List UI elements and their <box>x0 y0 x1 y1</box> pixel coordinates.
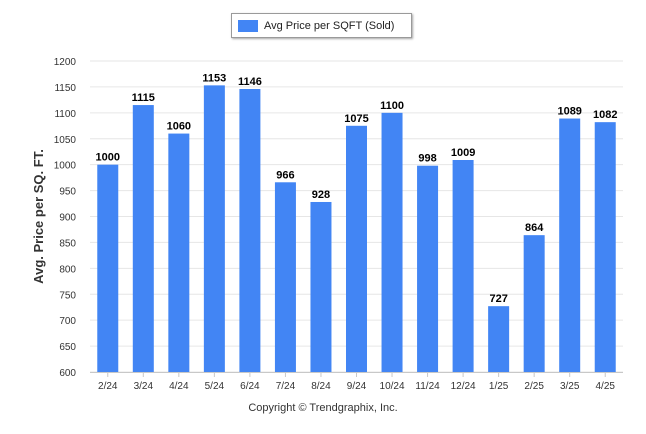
y-tick-label: 1100 <box>54 109 76 120</box>
y-tick-label: 1200 <box>54 57 77 68</box>
x-tick-label: 5/24 <box>205 381 225 392</box>
bar <box>168 133 190 372</box>
data-label: 998 <box>418 153 436 165</box>
legend: Avg Price per SQFT (Sold) <box>231 13 412 38</box>
legend-label: Avg Price per SQFT (Sold) <box>264 19 395 32</box>
x-tick-label: 6/24 <box>240 381 260 392</box>
x-tick-label: 8/24 <box>311 381 331 392</box>
bar <box>310 201 332 372</box>
data-label: 1146 <box>238 76 262 88</box>
legend-swatch <box>238 19 258 32</box>
data-label: 1100 <box>380 100 404 112</box>
bar <box>274 182 296 372</box>
x-tick-label: 4/25 <box>595 381 615 392</box>
data-label: 1115 <box>132 92 155 104</box>
y-tick-label: 650 <box>59 342 76 353</box>
bar <box>97 164 119 372</box>
bar <box>559 118 581 372</box>
y-tick-label: 950 <box>59 187 76 198</box>
data-label: 966 <box>276 169 294 181</box>
bar <box>239 88 261 373</box>
x-tick-label: 2/25 <box>524 381 544 392</box>
x-tick-label: 9/24 <box>347 381 367 392</box>
data-label: 1075 <box>344 113 368 125</box>
bar <box>132 105 154 372</box>
x-tick-label: 3/24 <box>134 381 154 392</box>
data-label: 1000 <box>96 152 120 164</box>
bar <box>488 306 510 372</box>
copyright-text: Copyright © Trendgraphix, Inc. <box>248 402 398 414</box>
x-tick-label: 10/24 <box>380 381 405 392</box>
y-tick-label: 600 <box>59 368 76 379</box>
x-tick-label: 2/24 <box>98 381 118 392</box>
y-tick-label: 900 <box>59 213 76 224</box>
y-tick-label: 850 <box>59 238 76 249</box>
x-tick-label: 12/24 <box>451 381 476 392</box>
y-tick-label: 1000 <box>54 161 77 172</box>
bar <box>203 85 225 372</box>
bar <box>452 160 474 372</box>
data-label: 928 <box>312 189 330 201</box>
bar <box>594 122 616 372</box>
x-tick-label: 7/24 <box>276 381 296 392</box>
data-label: 864 <box>525 222 544 234</box>
data-label: 1009 <box>451 147 475 159</box>
y-axis-title: Avg. Price per SQ. FT. <box>31 149 46 284</box>
bar <box>346 125 367 373</box>
bar <box>381 112 403 372</box>
y-tick-label: 800 <box>59 264 76 275</box>
data-label: 727 <box>489 293 507 305</box>
y-tick-label: 700 <box>59 316 76 327</box>
y-tick-label: 1050 <box>54 135 77 146</box>
bar <box>417 165 439 372</box>
data-label: 1153 <box>202 72 226 84</box>
x-tick-label: 1/25 <box>489 381 509 392</box>
bar <box>523 235 545 372</box>
x-tick-label: 11/24 <box>415 381 440 392</box>
data-label: 1089 <box>557 106 581 118</box>
y-tick-label: 1150 <box>54 83 76 94</box>
data-label: 1082 <box>593 109 617 121</box>
data-label: 1060 <box>167 121 191 133</box>
y-tick-label: 750 <box>59 290 76 301</box>
x-tick-label: 3/25 <box>560 381 580 392</box>
x-tick-label: 4/24 <box>169 381 189 392</box>
